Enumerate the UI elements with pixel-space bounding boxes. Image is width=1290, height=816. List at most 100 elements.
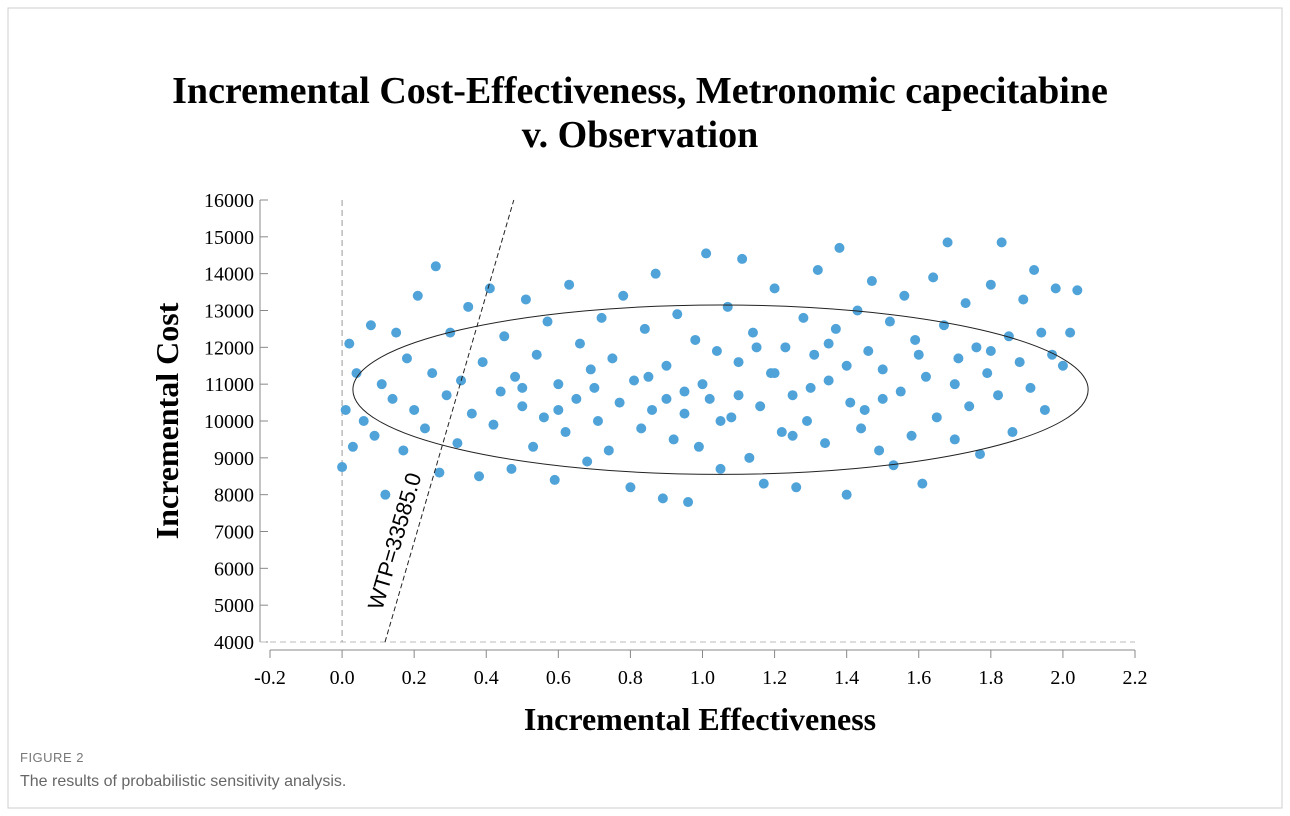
- point: [834, 242, 845, 253]
- point: [953, 353, 964, 364]
- point: [787, 390, 798, 401]
- x-tick-label: 1.4: [834, 667, 859, 689]
- point: [531, 349, 542, 360]
- x-tick-label: 0.6: [546, 667, 571, 689]
- point: [380, 489, 391, 500]
- point: [690, 334, 701, 345]
- point: [928, 272, 939, 283]
- point: [452, 438, 463, 449]
- point: [758, 478, 769, 489]
- y-tick-label: 10000: [204, 411, 254, 433]
- x-tick-label: 1.8: [978, 667, 1003, 689]
- point: [866, 276, 877, 287]
- point: [474, 471, 485, 482]
- point: [722, 301, 733, 312]
- y-tick-label: 16000: [204, 190, 254, 212]
- y-axis-label: Incremental Cost: [149, 302, 185, 539]
- point: [863, 346, 874, 357]
- point: [985, 279, 996, 290]
- point: [434, 467, 445, 478]
- point: [874, 445, 885, 456]
- point: [369, 430, 380, 441]
- point: [683, 497, 694, 508]
- point: [791, 482, 802, 493]
- point: [517, 401, 528, 412]
- point: [1003, 331, 1014, 342]
- point: [643, 371, 654, 382]
- point: [592, 416, 603, 426]
- point: [805, 382, 816, 393]
- point: [506, 463, 517, 474]
- point: [982, 368, 993, 379]
- point: [603, 445, 614, 456]
- point: [657, 493, 668, 504]
- point: [419, 423, 430, 434]
- point: [549, 474, 560, 485]
- x-tick-label: 1.6: [906, 667, 931, 689]
- point: [571, 393, 582, 404]
- x-tick-label: 1.2: [762, 667, 787, 689]
- point: [520, 294, 531, 305]
- point: [639, 323, 650, 334]
- point: [647, 404, 658, 415]
- point: [942, 237, 953, 248]
- point: [798, 312, 809, 323]
- point: [996, 237, 1007, 248]
- point: [895, 386, 906, 397]
- x-axis-label: Incremental Effectiveness: [524, 701, 876, 737]
- point: [920, 371, 931, 382]
- point: [841, 489, 852, 500]
- point: [993, 390, 1004, 401]
- point: [733, 390, 744, 401]
- confidence-ellipse: [352, 304, 1089, 475]
- point: [398, 445, 409, 456]
- x-tick-label: 0.2: [402, 667, 427, 689]
- point: [618, 290, 629, 301]
- point: [823, 338, 834, 349]
- point: [769, 283, 780, 294]
- point: [693, 441, 704, 452]
- point: [910, 334, 921, 345]
- point: [704, 393, 715, 404]
- point: [412, 290, 423, 301]
- point: [344, 338, 355, 349]
- point: [625, 482, 636, 493]
- x-tick-label: 0.4: [474, 667, 499, 689]
- point: [877, 393, 888, 404]
- chart-title: v. Observation: [522, 114, 758, 156]
- point: [1007, 427, 1018, 438]
- point: [877, 364, 888, 375]
- figure-label: FIGURE 2: [20, 750, 84, 765]
- point: [1036, 327, 1047, 338]
- point: [1057, 360, 1068, 371]
- point: [1018, 294, 1029, 305]
- point: [358, 416, 369, 426]
- point: [949, 434, 960, 445]
- point: [949, 379, 960, 390]
- point: [629, 375, 640, 386]
- point: [747, 327, 758, 338]
- figure-border: [7, 7, 1283, 809]
- point: [802, 416, 813, 426]
- y-tick-label: 13000: [204, 301, 254, 323]
- point: [841, 360, 852, 371]
- point: [517, 382, 528, 393]
- point: [1039, 404, 1050, 415]
- point: [614, 397, 625, 408]
- point: [1065, 327, 1076, 338]
- point: [1050, 283, 1061, 294]
- point: [340, 404, 351, 415]
- point: [510, 371, 521, 382]
- point: [913, 349, 924, 360]
- point: [538, 412, 549, 423]
- x-tick-label: 2.2: [1123, 667, 1148, 689]
- point: [636, 423, 647, 434]
- point: [337, 462, 348, 473]
- wtp-label: WTP=33585.0: [363, 470, 427, 613]
- point: [906, 430, 917, 441]
- y-tick-label: 9000: [214, 448, 254, 470]
- point: [701, 248, 712, 259]
- point: [582, 456, 593, 467]
- point: [1029, 264, 1040, 275]
